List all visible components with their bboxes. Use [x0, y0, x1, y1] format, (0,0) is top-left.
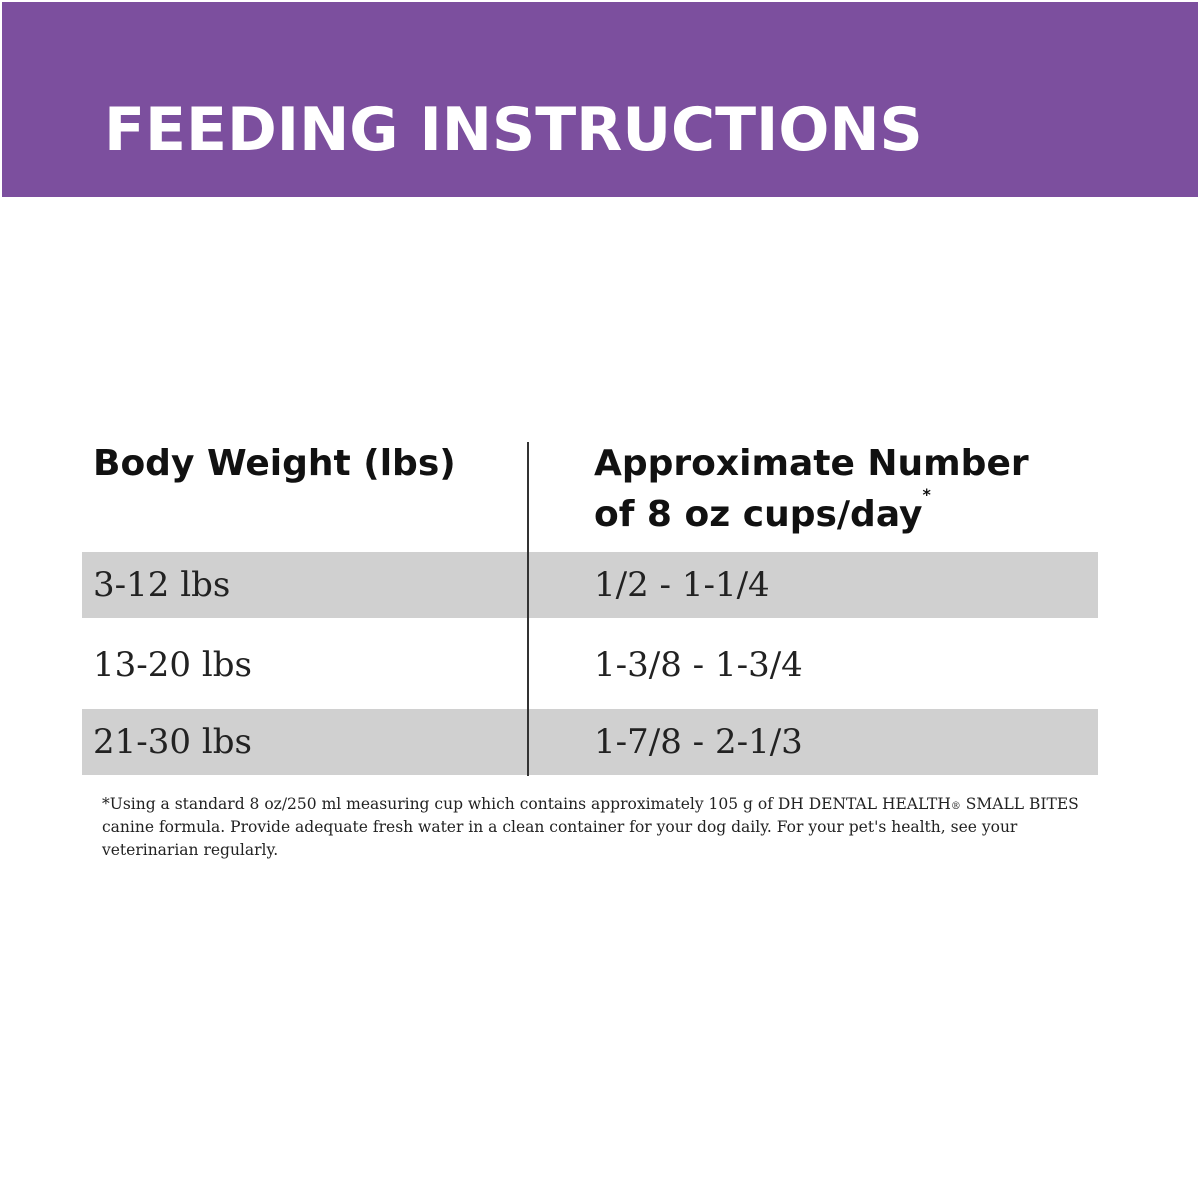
table-row: 21-30 lbs 1-7/8 - 2-1/3 [82, 709, 1098, 775]
footnote-text-end: SMALL BITES canine formula. Provide adeq… [102, 795, 1079, 859]
column-header-body-weight: Body Weight (lbs) [93, 443, 456, 484]
table-row: 3-12 lbs 1/2 - 1-1/4 [82, 552, 1098, 618]
cups-cell: 1/2 - 1-1/4 [594, 565, 770, 605]
weight-cell: 21-30 lbs [93, 722, 252, 762]
column-header-line2: of 8 oz cups/day [594, 494, 923, 535]
weight-cell: 3-12 lbs [93, 565, 231, 605]
column-header-line1: Approximate Number [594, 443, 1029, 484]
table-row: 13-20 lbs 1-3/8 - 1-3/4 [82, 632, 1098, 698]
footnote-marker: * [922, 485, 931, 504]
header-banner: FEEDING INSTRUCTIONS [2, 2, 1198, 197]
footnote: *Using a standard 8 oz/250 ml measuring … [102, 793, 1102, 862]
feeding-table: Body Weight (lbs) Approximate Number of … [82, 438, 1098, 776]
registered-mark: ® [950, 801, 961, 812]
column-divider [527, 442, 529, 776]
cups-cell: 1-3/8 - 1-3/4 [594, 645, 803, 685]
footnote-text-start: *Using a standard 8 oz/250 ml measuring … [102, 795, 951, 813]
column-header-cups-per-day: Approximate Number of 8 oz cups/day* [594, 438, 1094, 552]
page-title: FEEDING INSTRUCTIONS [104, 95, 923, 165]
weight-cell: 13-20 lbs [93, 645, 252, 685]
cups-cell: 1-7/8 - 2-1/3 [594, 722, 803, 762]
